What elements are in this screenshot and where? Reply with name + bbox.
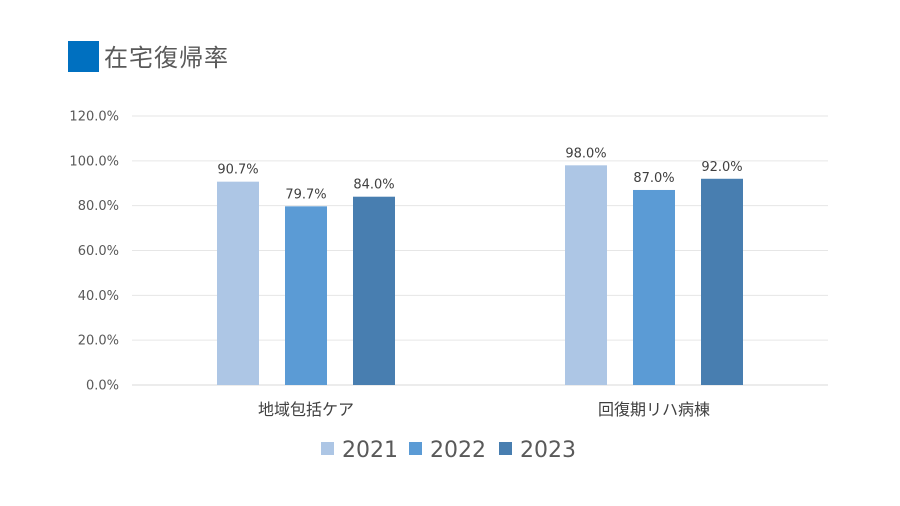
page-title: 在宅復帰率	[104, 44, 229, 72]
data-label: 87.0%	[633, 171, 674, 186]
y-tick-label: 100.0%	[69, 154, 119, 169]
legend-label: 2021	[342, 438, 398, 463]
bar-2021	[217, 181, 259, 385]
legend-swatch-2023	[499, 442, 512, 455]
data-label: 90.7%	[217, 163, 258, 178]
legend-swatch-2021	[321, 442, 334, 455]
y-tick-label: 120.0%	[69, 110, 119, 125]
chart-title-block: 在宅復帰率	[68, 40, 229, 72]
bar-2022	[285, 206, 327, 385]
x-category-label: 回復期リハ病棟	[598, 400, 710, 419]
legend-label: 2023	[520, 438, 576, 463]
data-label: 79.7%	[285, 187, 326, 202]
y-tick-label: 60.0%	[78, 244, 119, 259]
bar-2023	[353, 196, 395, 385]
y-tick-label: 0.0%	[86, 379, 119, 394]
x-category-label: 地域包括ケア	[258, 400, 354, 419]
y-tick-label: 40.0%	[78, 289, 119, 304]
title-accent-square	[68, 40, 99, 72]
data-label: 84.0%	[353, 178, 394, 193]
bar-2022	[633, 189, 675, 385]
data-label: 92.0%	[701, 160, 742, 175]
bar-2023	[701, 178, 743, 385]
data-label: 98.0%	[565, 146, 606, 161]
y-tick-label: 80.0%	[78, 199, 119, 214]
y-tick-label: 20.0%	[78, 334, 119, 349]
bar-2021	[565, 165, 607, 385]
legend-swatch-2022	[409, 442, 422, 455]
legend-label: 2022	[430, 438, 486, 463]
